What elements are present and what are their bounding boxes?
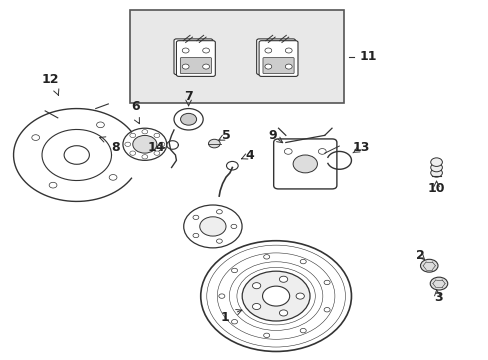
Circle shape — [64, 146, 89, 164]
Text: 6: 6 — [130, 100, 139, 113]
Circle shape — [200, 217, 225, 236]
FancyBboxPatch shape — [260, 56, 291, 72]
Circle shape — [159, 142, 164, 147]
Text: 10: 10 — [427, 183, 445, 195]
Circle shape — [285, 48, 291, 53]
Circle shape — [200, 46, 206, 51]
Circle shape — [180, 62, 186, 67]
Circle shape — [226, 161, 238, 170]
Circle shape — [430, 163, 442, 172]
FancyBboxPatch shape — [130, 10, 344, 103]
FancyBboxPatch shape — [256, 39, 295, 75]
Circle shape — [142, 155, 147, 159]
Text: 12: 12 — [41, 73, 59, 86]
Circle shape — [180, 46, 186, 51]
Circle shape — [32, 135, 40, 140]
Circle shape — [285, 64, 291, 69]
Circle shape — [202, 48, 209, 53]
Circle shape — [208, 139, 220, 148]
FancyBboxPatch shape — [180, 58, 211, 73]
Circle shape — [292, 155, 317, 173]
Circle shape — [283, 46, 289, 51]
Circle shape — [262, 286, 289, 306]
Circle shape — [263, 333, 269, 338]
FancyBboxPatch shape — [176, 41, 215, 76]
Circle shape — [263, 255, 269, 259]
Circle shape — [252, 303, 260, 310]
Text: 4: 4 — [244, 149, 253, 162]
Text: 14: 14 — [147, 141, 164, 154]
Circle shape — [49, 182, 57, 188]
Circle shape — [284, 149, 291, 154]
Circle shape — [230, 224, 236, 229]
Text: 13: 13 — [352, 141, 369, 154]
Circle shape — [216, 239, 222, 243]
Text: 1: 1 — [220, 311, 229, 324]
Circle shape — [183, 205, 242, 248]
FancyBboxPatch shape — [263, 58, 293, 73]
Circle shape — [264, 48, 271, 53]
Circle shape — [324, 280, 329, 285]
Circle shape — [324, 307, 329, 312]
Circle shape — [182, 48, 189, 53]
Text: 11: 11 — [359, 50, 376, 63]
Circle shape — [279, 310, 287, 316]
Circle shape — [202, 64, 209, 69]
Circle shape — [193, 215, 199, 220]
Circle shape — [420, 259, 437, 272]
Circle shape — [430, 158, 442, 166]
Circle shape — [264, 64, 271, 69]
Circle shape — [142, 130, 147, 134]
Circle shape — [242, 271, 309, 321]
Circle shape — [130, 151, 135, 155]
Circle shape — [318, 149, 325, 154]
Circle shape — [182, 64, 189, 69]
Text: 5: 5 — [221, 129, 230, 142]
Circle shape — [231, 320, 237, 324]
Circle shape — [200, 62, 206, 67]
FancyBboxPatch shape — [174, 39, 212, 75]
Circle shape — [231, 268, 237, 273]
Circle shape — [283, 62, 289, 67]
Text: 9: 9 — [267, 129, 276, 142]
FancyBboxPatch shape — [273, 139, 336, 189]
Circle shape — [109, 175, 117, 180]
FancyBboxPatch shape — [259, 41, 297, 76]
Circle shape — [262, 62, 269, 67]
Text: 3: 3 — [434, 291, 443, 305]
Text: 8: 8 — [111, 141, 120, 154]
Circle shape — [180, 113, 196, 125]
Circle shape — [201, 241, 351, 351]
Circle shape — [300, 328, 305, 333]
Circle shape — [218, 294, 224, 298]
Circle shape — [124, 142, 130, 147]
Text: 7: 7 — [184, 90, 193, 103]
Circle shape — [429, 277, 447, 290]
Circle shape — [174, 109, 203, 130]
Circle shape — [279, 276, 287, 282]
Circle shape — [262, 46, 269, 51]
Circle shape — [252, 283, 260, 289]
Circle shape — [300, 259, 305, 264]
Circle shape — [96, 122, 104, 128]
Circle shape — [154, 133, 160, 138]
Circle shape — [130, 133, 135, 138]
Circle shape — [133, 135, 157, 153]
FancyBboxPatch shape — [178, 56, 208, 72]
Circle shape — [193, 233, 199, 238]
Circle shape — [295, 293, 304, 299]
Circle shape — [122, 128, 166, 160]
Circle shape — [216, 210, 222, 214]
Circle shape — [154, 151, 160, 155]
Text: 2: 2 — [415, 248, 424, 261]
Circle shape — [430, 168, 442, 177]
